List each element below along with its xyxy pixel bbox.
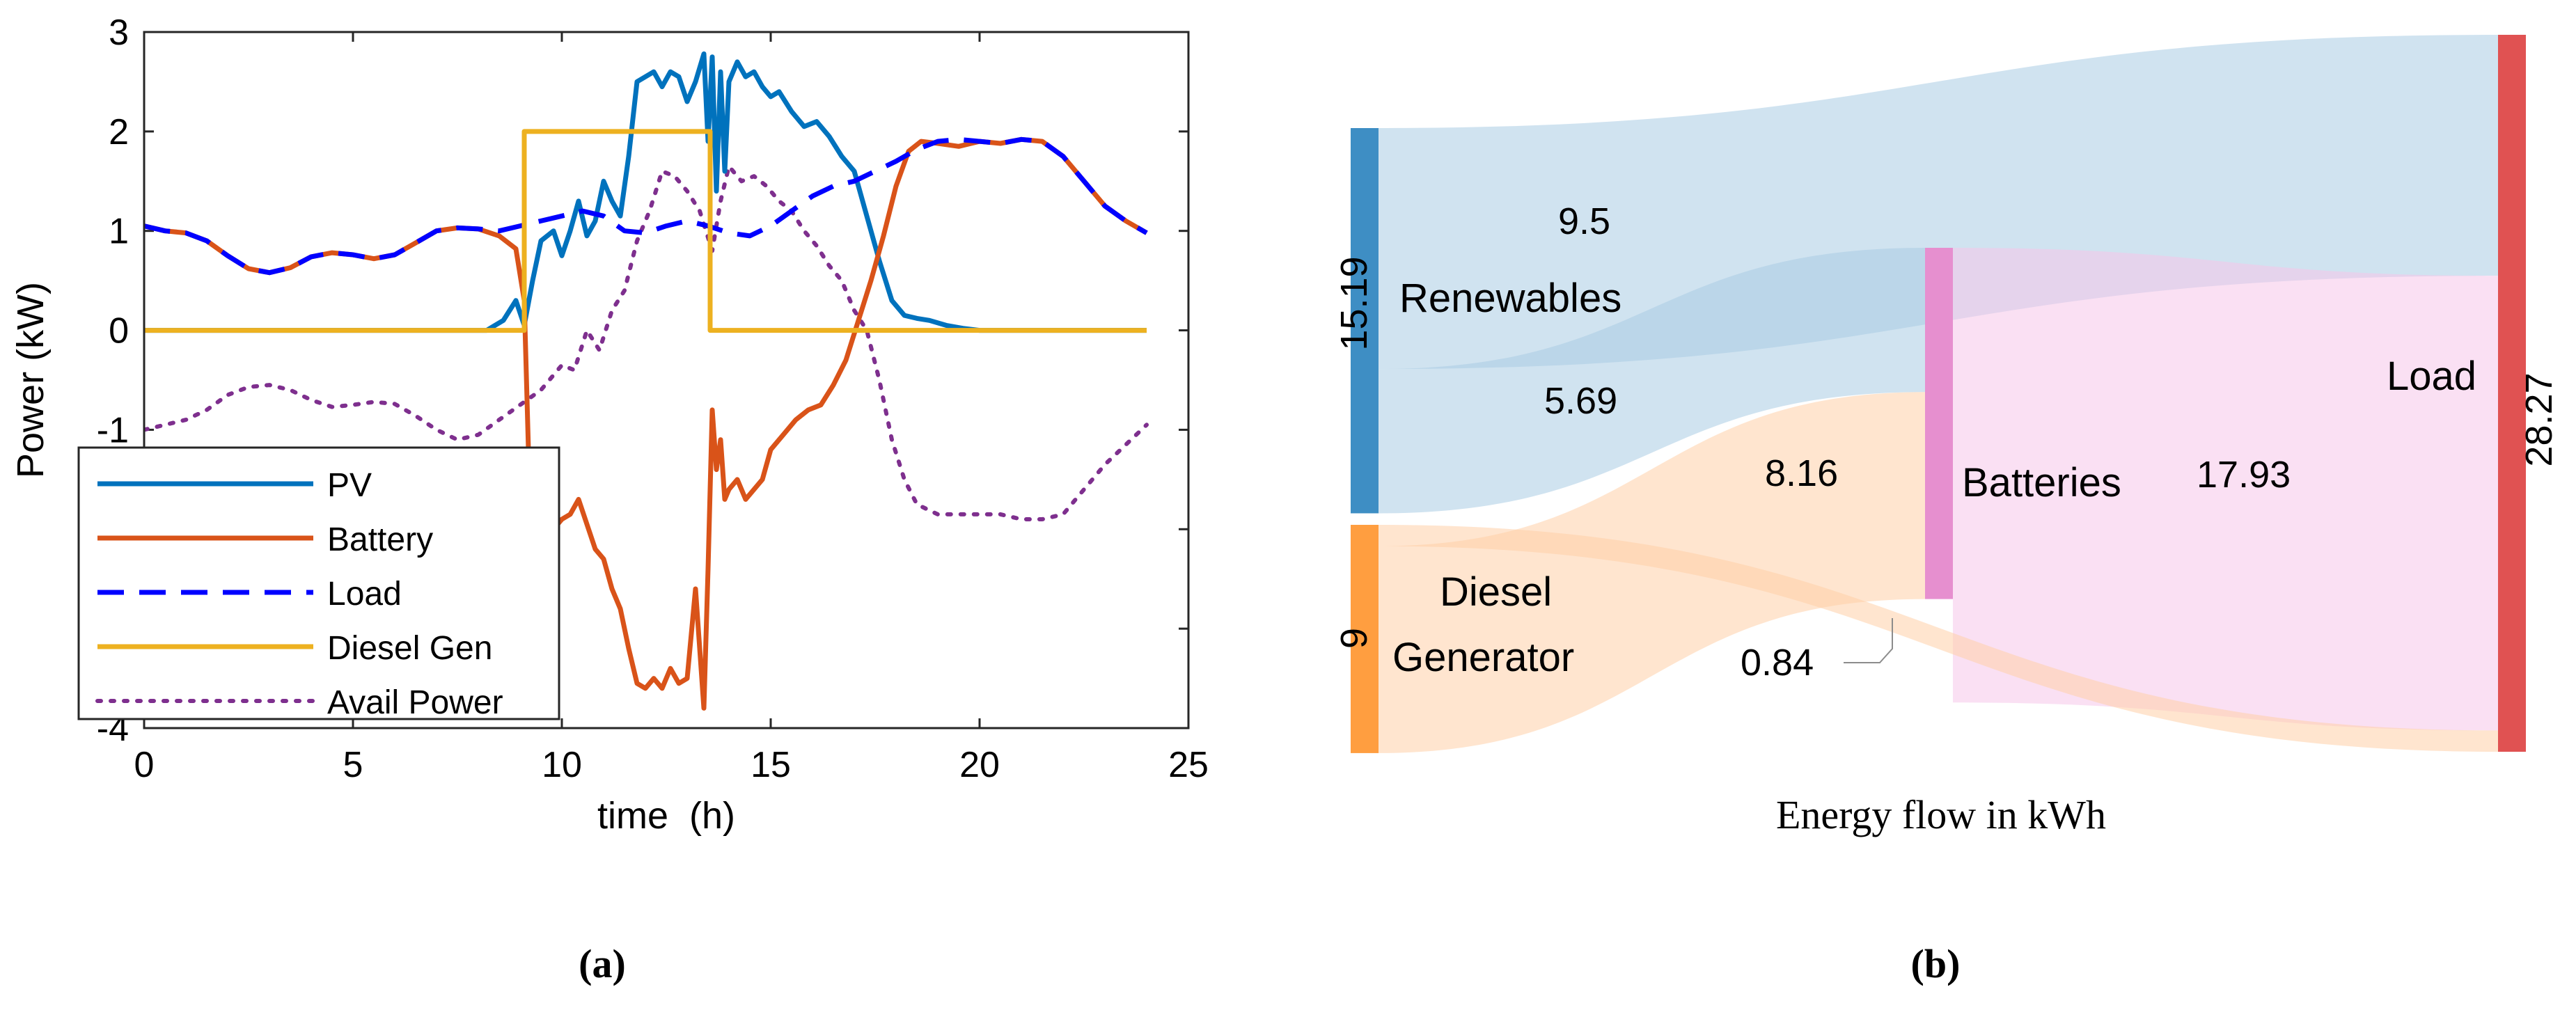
flow-label-batt-load: 17.93 bbox=[2197, 454, 2291, 496]
node-value-renewables: 15.19 bbox=[1333, 256, 1375, 350]
node-value-diesel: 9 bbox=[1333, 628, 1375, 649]
plot-area-frame bbox=[143, 31, 1190, 729]
legend: PV Battery Load Diesel Gen Avail Power bbox=[77, 446, 560, 721]
y-tick-label: 3 bbox=[109, 13, 129, 53]
sankey-caption: Energy flow in kWh bbox=[1776, 792, 2106, 837]
flow-label-diesel-batt: 8.16 bbox=[1765, 452, 1838, 494]
y-tick-label: 0 bbox=[109, 311, 129, 352]
flow-label-leader-line bbox=[1844, 618, 1893, 663]
flow-label-renew-load: 9.5 bbox=[1558, 200, 1610, 242]
y-tick-label: 2 bbox=[109, 112, 129, 152]
flow-label-renew-batt: 5.69 bbox=[1544, 380, 1617, 422]
flow-batteries-to-load bbox=[1953, 248, 2498, 731]
sankey-node-diesel bbox=[1351, 525, 1379, 753]
flow-diesel-to-load bbox=[1379, 525, 2498, 752]
x-axis-label: time (h) bbox=[597, 795, 735, 837]
sankey-node-batteries bbox=[1925, 248, 1953, 599]
x-tick-labels: 0 5 10 15 20 25 bbox=[134, 745, 1209, 785]
sankey-node-load bbox=[2498, 35, 2526, 752]
x-tick-label: 15 bbox=[751, 745, 791, 785]
node-label-diesel-line1: Diesel bbox=[1440, 569, 1552, 615]
legend-label-load: Load bbox=[327, 576, 402, 613]
series-line-avail-power bbox=[144, 164, 1149, 521]
y-tick-label: -1 bbox=[97, 410, 129, 450]
node-label-batteries: Batteries bbox=[1962, 460, 2121, 505]
legend-label-diesel-gen: Diesel Gen bbox=[327, 630, 492, 667]
panel-label-a: (a) bbox=[579, 941, 626, 986]
sankey-node-renewables bbox=[1351, 128, 1379, 514]
node-label-renewables: Renewables bbox=[1399, 276, 1621, 321]
series-line-diesel-gen bbox=[144, 129, 1147, 333]
series-line-load bbox=[144, 136, 1148, 276]
flow-diesel-to-batteries bbox=[1379, 392, 1925, 753]
x-tick-label: 20 bbox=[959, 745, 1000, 785]
node-value-load: 28.27 bbox=[2518, 372, 2560, 466]
y-axis-label: Power (kW) bbox=[10, 282, 52, 478]
panel-label-b: (b) bbox=[1911, 941, 1961, 986]
legend-box bbox=[77, 446, 560, 720]
series-group bbox=[144, 51, 1149, 711]
sankey-panel: 15.19 9 28.27 Renewables Diesel Generato… bbox=[1333, 35, 2560, 986]
node-label-load: Load bbox=[2387, 354, 2476, 399]
x-tick-label: 0 bbox=[134, 745, 155, 785]
x-tick-label: 25 bbox=[1168, 745, 1209, 785]
legend-label-battery: Battery bbox=[327, 521, 433, 558]
x-tick-label: 10 bbox=[542, 745, 582, 785]
legend-label-avail-power: Avail Power bbox=[327, 684, 503, 721]
legend-label-pv: PV bbox=[327, 467, 372, 504]
node-label-diesel-line2: Generator bbox=[1392, 635, 1574, 680]
sankey-flows bbox=[1379, 35, 2498, 753]
y-tick-label: 1 bbox=[109, 212, 129, 252]
flow-label-diesel-load: 0.84 bbox=[1741, 642, 1814, 684]
flow-renewables-to-batteries bbox=[1379, 248, 1925, 514]
x-tick-label: 5 bbox=[343, 745, 363, 785]
series-line-battery bbox=[144, 136, 1148, 711]
sankey-nodes bbox=[1351, 35, 2526, 753]
